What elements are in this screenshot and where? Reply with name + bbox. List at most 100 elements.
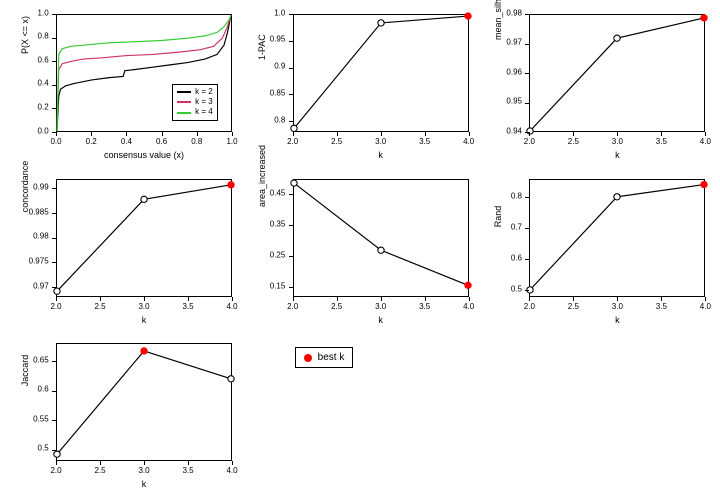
y-tick-label: 0.5: [38, 444, 49, 453]
y-tick-label: 0.8: [511, 191, 522, 200]
legend-item: k = 4: [177, 107, 213, 117]
x-tick-label: 2.5: [568, 302, 579, 311]
x-tick-label: 3.0: [138, 302, 149, 311]
y-tick-label: 0.9: [274, 62, 285, 71]
legend-item: k = 3: [177, 97, 213, 107]
x-tick-label: 3.0: [375, 137, 386, 146]
chart-panel: 2.02.53.03.54.00.970.9750.980.9850.99kco…: [8, 173, 239, 332]
x-tick-label: 4.0: [226, 302, 237, 311]
plot-area: [56, 343, 232, 461]
y-tick-label: 0.6: [38, 55, 49, 64]
plot-area: [293, 179, 469, 297]
y-tick-label: 0.7: [511, 223, 522, 232]
x-tick-label: 3.5: [656, 302, 667, 311]
y-axis-label: concordance: [20, 160, 30, 212]
x-tick-label: 4.0: [700, 302, 711, 311]
chart-panel: 2.0 2.5 3.0 3.5 4.0 0.5 0.6 0.7 0.8 k Rand: [481, 173, 712, 332]
y-tick-label: 0.98: [33, 232, 49, 241]
x-tick-label: 2.0: [524, 302, 535, 311]
y-tick-label: 0.15: [270, 282, 286, 291]
chart-grid: 0.00.20.40.60.81.00.00.20.40.60.81.0cons…: [8, 8, 712, 496]
x-tick-label: 3.5: [656, 137, 667, 146]
y-tick-label: 0.55: [33, 414, 49, 423]
legend-item: k = 2: [177, 87, 213, 97]
x-tick-label: 0.2: [86, 137, 97, 146]
y-tick-label: 0.25: [270, 250, 286, 259]
chart-panel: 2.02.53.03.54.00.940.950.960.970.98kmean…: [481, 8, 712, 167]
x-tick-label: 1.0: [226, 137, 237, 146]
y-tick-label: 0.6: [38, 385, 49, 394]
x-tick-label: 4.0: [463, 137, 474, 146]
x-tick-label: 2.0: [50, 466, 61, 475]
y-tick-label: 0.8: [38, 32, 49, 41]
y-tick-label: 0.94: [506, 126, 522, 135]
x-tick-label: 2.0: [287, 137, 298, 146]
x-tick-label: 3.5: [182, 302, 193, 311]
x-tick-label: 2.5: [94, 302, 105, 311]
y-tick-label: 0.985: [29, 207, 49, 216]
legend-label: k = 4: [195, 107, 213, 117]
x-tick-label: 2.0: [287, 302, 298, 311]
x-axis-label: k: [378, 150, 383, 160]
x-tick-label: 2.5: [94, 466, 105, 475]
best-k-dot-icon: [304, 354, 312, 362]
x-tick-label: 3.0: [612, 302, 623, 311]
y-tick-label: 1.0: [38, 8, 49, 17]
x-tick-label: 0.4: [121, 137, 132, 146]
legend-swatch: [177, 101, 191, 103]
legend-swatch: [177, 91, 191, 93]
best-k-legend-panel: best k: [245, 337, 476, 496]
x-axis-label: k: [378, 315, 383, 325]
y-tick-label: 0.98: [506, 8, 522, 17]
legend-label: k = 2: [195, 87, 213, 97]
x-axis-label: k: [142, 479, 147, 489]
y-tick-label: 1.0: [274, 8, 285, 17]
x-tick-label: 4.0: [226, 466, 237, 475]
x-axis-label: k: [615, 150, 620, 160]
x-tick-label: 2.0: [50, 302, 61, 311]
x-tick-label: 3.5: [419, 302, 430, 311]
x-tick-label: 0.6: [156, 137, 167, 146]
y-tick-label: 0.6: [511, 254, 522, 263]
best-k-label: best k: [318, 352, 345, 363]
x-tick-label: 3.0: [375, 302, 386, 311]
y-tick-label: 0.8: [274, 115, 285, 124]
y-tick-label: 0.97: [506, 38, 522, 47]
x-tick-label: 2.5: [568, 137, 579, 146]
x-axis-label: k: [142, 315, 147, 325]
x-tick-label: 2.0: [524, 137, 535, 146]
y-axis-label: P(X <= x): [20, 16, 30, 54]
plot-area: [56, 179, 232, 297]
chart-panel: 2.0 2.5 3.0 3.5 4.0 0.5 0.55 0.6 0.65 k Jaccard: [8, 337, 239, 496]
x-tick-label: 4.0: [463, 302, 474, 311]
x-tick-label: 0.0: [50, 137, 61, 146]
y-tick-label: 0.97: [33, 281, 49, 290]
x-tick-label: 3.5: [419, 137, 430, 146]
x-tick-label: 3.5: [182, 466, 193, 475]
x-axis-label: consensus value (x): [104, 150, 184, 160]
x-tick-label: 2.5: [331, 137, 342, 146]
y-tick-label: 0.95: [270, 35, 286, 44]
y-tick-label: 0.35: [270, 219, 286, 228]
y-tick-label: 0.975: [29, 256, 49, 265]
legend: k = 2k = 3k = 4: [172, 84, 218, 121]
x-axis-label: k: [615, 315, 620, 325]
x-tick-label: 0.8: [191, 137, 202, 146]
plot-area: [293, 14, 469, 132]
x-tick-label: 4.0: [700, 137, 711, 146]
empty-panel: [481, 337, 712, 496]
y-tick-label: 0.45: [270, 188, 286, 197]
y-tick-label: 0.65: [33, 355, 49, 364]
plot-area: [529, 179, 705, 297]
y-tick-label: 0.85: [270, 89, 286, 98]
chart-panel: 2.02.53.03.54.00.80.850.90.951.0k1-PAC: [245, 8, 476, 167]
x-tick-label: 3.0: [138, 466, 149, 475]
y-tick-label: 0.96: [506, 67, 522, 76]
legend-label: k = 3: [195, 97, 213, 107]
y-axis-label: Jaccard: [20, 355, 30, 387]
y-axis-label: Rand: [493, 205, 503, 227]
y-tick-label: 0.5: [511, 285, 522, 294]
chart-panel: 2.02.53.03.54.00.150.250.350.45karea_inc…: [245, 173, 476, 332]
y-axis-label: mean_silhouette: [493, 0, 503, 40]
y-tick-label: 0.2: [38, 103, 49, 112]
